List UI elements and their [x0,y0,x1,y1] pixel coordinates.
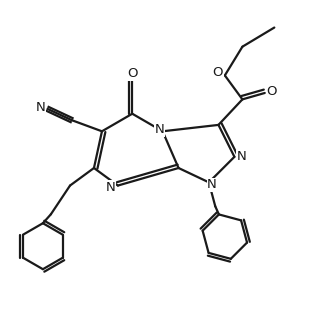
Text: N: N [36,101,45,114]
Text: O: O [213,67,223,79]
Text: O: O [127,67,137,80]
Text: N: N [237,150,246,163]
Text: N: N [106,181,116,194]
Text: N: N [155,123,164,136]
Text: N: N [207,178,217,192]
Text: O: O [267,85,277,98]
